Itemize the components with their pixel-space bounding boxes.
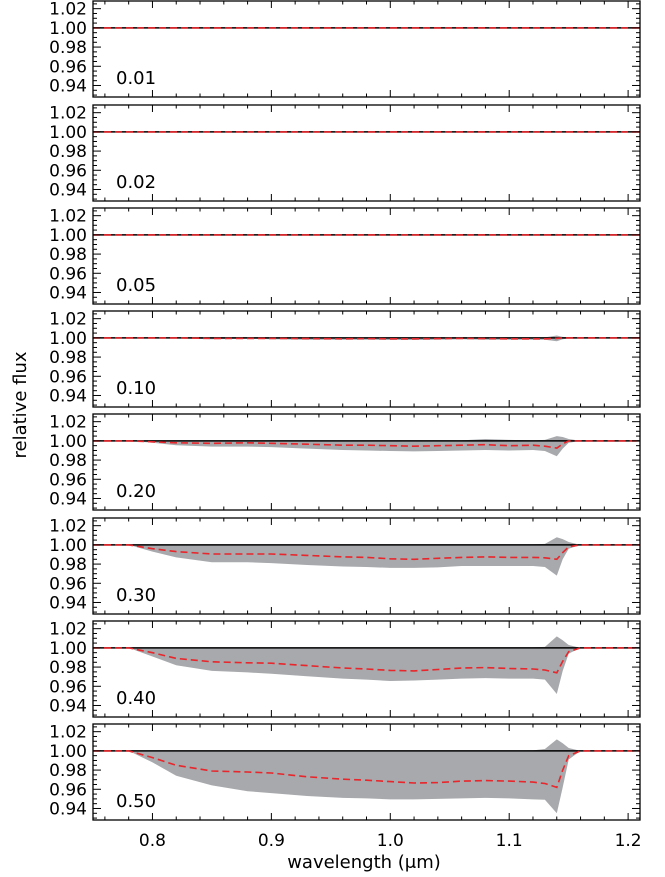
y-tick-label: 1.02 (49, 723, 87, 743)
y-tick-label: 1.00 (49, 19, 87, 39)
y-tick-label: 0.94 (49, 489, 87, 509)
y-tick-label: 0.94 (49, 696, 87, 716)
uncertainty-band (93, 636, 640, 694)
y-tick-label: 1.02 (49, 207, 87, 227)
y-tick-label: 1.00 (49, 639, 87, 659)
y-axis-title: relative flux (10, 351, 31, 458)
plot-frame (92, 310, 641, 408)
y-tick-label: 1.02 (49, 413, 87, 433)
median-line (93, 337, 640, 340)
panel-0.30: 1.021.000.980.960.94 0.30 (49, 517, 641, 615)
median-line (93, 647, 640, 674)
x-tick-label: 1.1 (496, 831, 523, 851)
panel-label: 0.20 (116, 481, 156, 502)
chart-panels: 1.021.000.980.960.94 0.011.021.000.980.96… (49, 0, 641, 821)
y-tick-label: 1.00 (49, 329, 87, 349)
uncertainty-band (93, 436, 640, 457)
panel-label: 0.02 (116, 172, 156, 193)
y-tick-label: 0.96 (49, 264, 87, 284)
x-tick-label: 1.2 (615, 831, 642, 851)
panel-0.40: 1.021.000.980.960.94 0.40 (49, 620, 641, 718)
panel-0.50: 1.021.000.980.960.94 0.50 (49, 723, 641, 821)
y-tick-label: 1.00 (49, 123, 87, 143)
y-tick-label: 0.98 (49, 761, 87, 781)
y-tick-label: 0.98 (49, 658, 87, 678)
y-tick-label: 1.02 (49, 0, 87, 20)
y-tick-label: 0.98 (49, 38, 87, 58)
y-tick-label: 1.02 (49, 104, 87, 124)
x-axis-title: wavelength (μm) (287, 852, 441, 873)
y-tick-label: 0.94 (49, 283, 87, 303)
plot-frame (92, 413, 641, 511)
y-tick-label: 0.98 (49, 142, 87, 162)
y-tick-label: 1.02 (49, 517, 87, 537)
panel-label: 0.10 (116, 378, 156, 399)
y-tick-label: 1.00 (49, 226, 87, 246)
plot-frame (92, 104, 641, 202)
x-tick-label: 1.0 (377, 831, 404, 851)
panel-label: 0.01 (116, 68, 156, 89)
panel-0.02: 1.021.000.980.960.94 0.02 (49, 104, 641, 202)
x-tick-label: 0.9 (258, 831, 285, 851)
y-tick-label: 0.96 (49, 57, 87, 77)
panel-0.10: 1.021.000.980.960.94 0.10 (49, 310, 641, 408)
y-tick-label: 0.96 (49, 677, 87, 697)
y-tick-label: 0.94 (49, 593, 87, 613)
y-tick-label: 0.96 (49, 161, 87, 181)
x-tick-label: 0.8 (139, 831, 166, 851)
panel-label: 0.50 (116, 791, 156, 812)
y-tick-label: 0.94 (49, 799, 87, 819)
y-tick-label: 0.98 (49, 555, 87, 575)
panel-0.01: 1.021.000.980.960.94 0.01 (49, 0, 641, 98)
median-line (93, 544, 640, 561)
uncertainty-band (93, 537, 640, 576)
y-tick-label: 0.98 (49, 245, 87, 265)
panel-label: 0.40 (116, 688, 156, 709)
plot-frame (92, 0, 641, 98)
x-tick-labels: 0.8 0.9 1.0 1.1 1.2 (139, 831, 642, 851)
y-tick-label: 0.96 (49, 780, 87, 800)
y-tick-label: 0.96 (49, 470, 87, 490)
y-tick-label: 0.94 (49, 386, 87, 406)
median-line (93, 750, 640, 789)
y-tick-label: 1.00 (49, 432, 87, 452)
y-tick-label: 1.02 (49, 310, 87, 330)
panel-0.20: 1.021.000.980.960.94 0.20 (49, 413, 641, 511)
y-tick-label: 1.00 (49, 742, 87, 762)
panel-label: 0.30 (116, 585, 156, 606)
y-tick-label: 1.00 (49, 536, 87, 556)
y-tick-label: 0.94 (49, 180, 87, 200)
median-line (93, 440, 640, 449)
y-tick-label: 1.02 (49, 620, 87, 640)
panel-0.05: 1.021.000.980.960.94 0.05 (49, 207, 641, 305)
panel-label: 0.05 (116, 275, 156, 296)
uncertainty-band (93, 739, 640, 814)
y-tick-label: 0.96 (49, 574, 87, 594)
plot-frame (92, 207, 641, 305)
y-tick-label: 0.98 (49, 348, 87, 368)
y-tick-label: 0.98 (49, 451, 87, 471)
y-tick-label: 0.96 (49, 367, 87, 387)
y-tick-label: 0.94 (49, 76, 87, 96)
